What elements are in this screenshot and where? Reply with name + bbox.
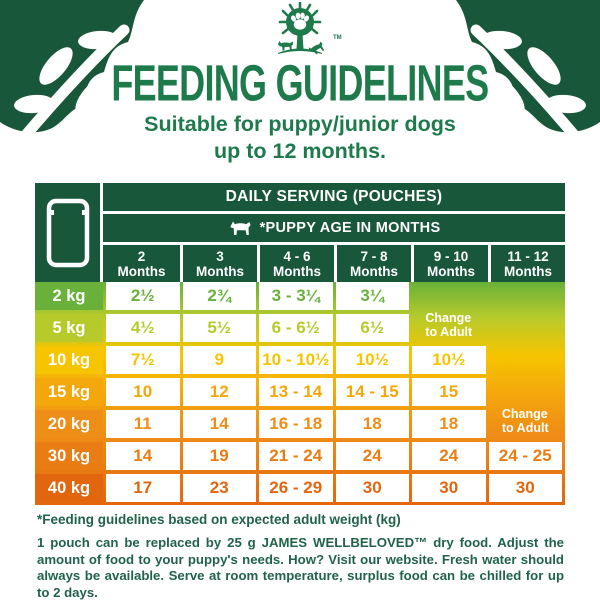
pouch-cell bbox=[35, 183, 103, 282]
table-cell: 21 - 24 bbox=[259, 442, 333, 470]
table-cell: 10½ bbox=[335, 346, 409, 374]
table-cell: 10 - 10½ bbox=[259, 346, 333, 374]
page-title: FEEDING GUIDELINES bbox=[111, 54, 489, 112]
row-label-40kg: 40 kg bbox=[35, 474, 103, 502]
change-to-adult-cell: Change to Adult bbox=[501, 407, 549, 435]
subtitle-line-1: Suitable for puppy/junior dogs bbox=[144, 112, 456, 136]
table-cell: 4½ bbox=[106, 314, 180, 342]
table-cell: 7½ bbox=[106, 346, 180, 374]
page-subtitle: Suitable for puppy/junior dogs up to 12 … bbox=[0, 111, 600, 165]
table-cell: 24 - 25 bbox=[488, 442, 562, 470]
table-cell: 3¼ bbox=[335, 282, 409, 310]
leaf-decoration-icon bbox=[456, 0, 600, 148]
table-cell: 10 bbox=[106, 378, 180, 406]
table-cell: 2¾ bbox=[182, 282, 256, 310]
table-cell: 10½ bbox=[412, 346, 486, 374]
table-cell: 23 bbox=[182, 474, 256, 502]
tree-paw-logo-icon: TM bbox=[278, 2, 342, 55]
table-cell: 30 bbox=[412, 474, 486, 502]
table-cell: 14 bbox=[182, 410, 256, 438]
puppy-age-header: *PUPPY AGE IN MONTHS bbox=[103, 214, 565, 245]
table-cell: 2½ bbox=[106, 282, 180, 310]
subtitle-line-2: up to 12 months. bbox=[214, 139, 386, 163]
table-cell: 24 bbox=[412, 442, 486, 470]
column-header-4-6-months: 4 - 6 Months bbox=[257, 245, 334, 282]
detail-footnote: 1 pouch can be replaced by 25 g JAMES WE… bbox=[37, 535, 564, 600]
trademark-label: TM bbox=[333, 35, 342, 41]
row-label-2kg: 2 kg bbox=[35, 282, 103, 310]
table-cell: 13 - 14 bbox=[259, 378, 333, 406]
daily-serving-header: DAILY SERVING (POUCHES) bbox=[103, 183, 565, 214]
table-cell: 18 bbox=[335, 410, 409, 438]
table-cell: 11 bbox=[106, 410, 180, 438]
weight-footnote: *Feeding guidelines based on expected ad… bbox=[37, 512, 401, 527]
change-to-adult-cell: Change to Adult bbox=[425, 311, 473, 339]
column-header-2-months: 2 Months bbox=[117, 248, 166, 279]
table-cell: 3 - 3¼ bbox=[259, 282, 333, 310]
table-cell: 19 bbox=[182, 442, 256, 470]
table-cell: 24 bbox=[335, 442, 409, 470]
table-cell: 17 bbox=[106, 474, 180, 502]
table-body: 2 kg 2½ 2¾ 3 - 3¼ 3¼ 5 kg 4½ 5½ 6 - 6½ 6… bbox=[35, 282, 565, 505]
table-cell: 15 bbox=[412, 378, 486, 406]
puppy-age-label: *PUPPY AGE IN MONTHS bbox=[259, 220, 441, 236]
column-header-3-months: 3 Months bbox=[180, 245, 257, 282]
column-header-9-10-months: 9 - 10 Months bbox=[411, 245, 488, 282]
table-cell: 16 - 18 bbox=[259, 410, 333, 438]
column-header-7-8-months: 7 - 8 Months bbox=[334, 245, 411, 282]
pouch-icon bbox=[46, 198, 89, 267]
table-cell: 14 - 15 bbox=[335, 378, 409, 406]
table-cell: 6 - 6½ bbox=[259, 314, 333, 342]
table-header: DAILY SERVING (POUCHES) *PUPPY AGE IN MO… bbox=[35, 183, 565, 282]
table-cell: 12 bbox=[182, 378, 256, 406]
leaf-decoration-icon bbox=[0, 0, 144, 148]
table-cell: 6½ bbox=[335, 314, 409, 342]
table-cell: 30 bbox=[335, 474, 409, 502]
row-label-5kg: 5 kg bbox=[35, 314, 103, 342]
table-cell: 5½ bbox=[182, 314, 256, 342]
row-label-10kg: 10 kg bbox=[35, 346, 103, 374]
row-label-20kg: 20 kg bbox=[35, 410, 103, 438]
row-label-30kg: 30 kg bbox=[35, 442, 103, 470]
table-cell: 9 bbox=[182, 346, 256, 374]
table-cell: 14 bbox=[106, 442, 180, 470]
table-cell: 26 - 29 bbox=[259, 474, 333, 502]
table-cell: 30 bbox=[488, 474, 562, 502]
table-cell: 18 bbox=[412, 410, 486, 438]
dog-icon bbox=[230, 221, 251, 235]
row-label-15kg: 15 kg bbox=[35, 378, 103, 406]
feeding-table: DAILY SERVING (POUCHES) *PUPPY AGE IN MO… bbox=[35, 183, 565, 505]
column-header-11-12-months: 11 - 12 Months bbox=[488, 245, 565, 282]
